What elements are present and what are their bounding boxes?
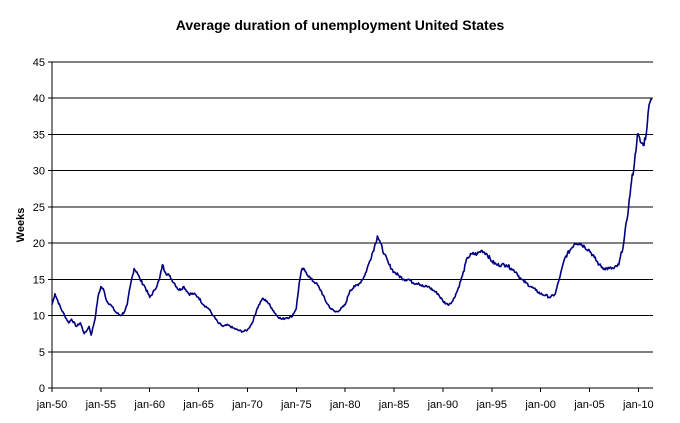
x-tick-label: jan-65 [182, 399, 214, 411]
y-axis-tick-labels: 0 5 10 15 20 25 30 35 40 45 [33, 57, 45, 395]
x-tick-label: jan-60 [133, 399, 165, 411]
x-tick-label: jan-95 [475, 399, 507, 411]
y-tick-label: 40 [33, 93, 45, 105]
gridlines [52, 61, 653, 353]
y-tick-label: 45 [33, 57, 45, 69]
x-tick-label: jan-75 [280, 399, 312, 411]
x-axis-tick-labels: jan-50 jan-55 jan-60 jan-65 jan-70 jan-75 jan-… [36, 399, 654, 411]
y-tick-label: 0 [39, 383, 45, 395]
y-tick-label: 15 [33, 274, 45, 286]
x-tick-label: jan-80 [329, 399, 361, 411]
x-tick-label: jan-10 [622, 399, 654, 411]
axes [48, 61, 653, 392]
series-group [51, 98, 653, 336]
x-tick-label: jan-70 [231, 399, 263, 411]
x-tick-label: jan-00 [524, 399, 556, 411]
y-tick-label: 20 [33, 238, 45, 250]
x-tick-label: jan-85 [378, 399, 410, 411]
x-tick-label: jan-55 [85, 399, 117, 411]
y-tick-label: 30 [33, 166, 45, 178]
x-tick-label: jan-50 [36, 399, 68, 411]
y-tick-label: 10 [33, 311, 45, 323]
y-axis-title: Weeks [15, 208, 27, 243]
series-line [51, 98, 653, 336]
x-tick-label: jan-90 [427, 399, 459, 411]
chart-title: Average duration of unemployment United … [176, 17, 505, 33]
y-tick-label: 5 [39, 347, 45, 359]
y-tick-label: 35 [33, 129, 45, 141]
y-tick-label: 25 [33, 202, 45, 214]
x-tick-label: jan-05 [573, 399, 605, 411]
